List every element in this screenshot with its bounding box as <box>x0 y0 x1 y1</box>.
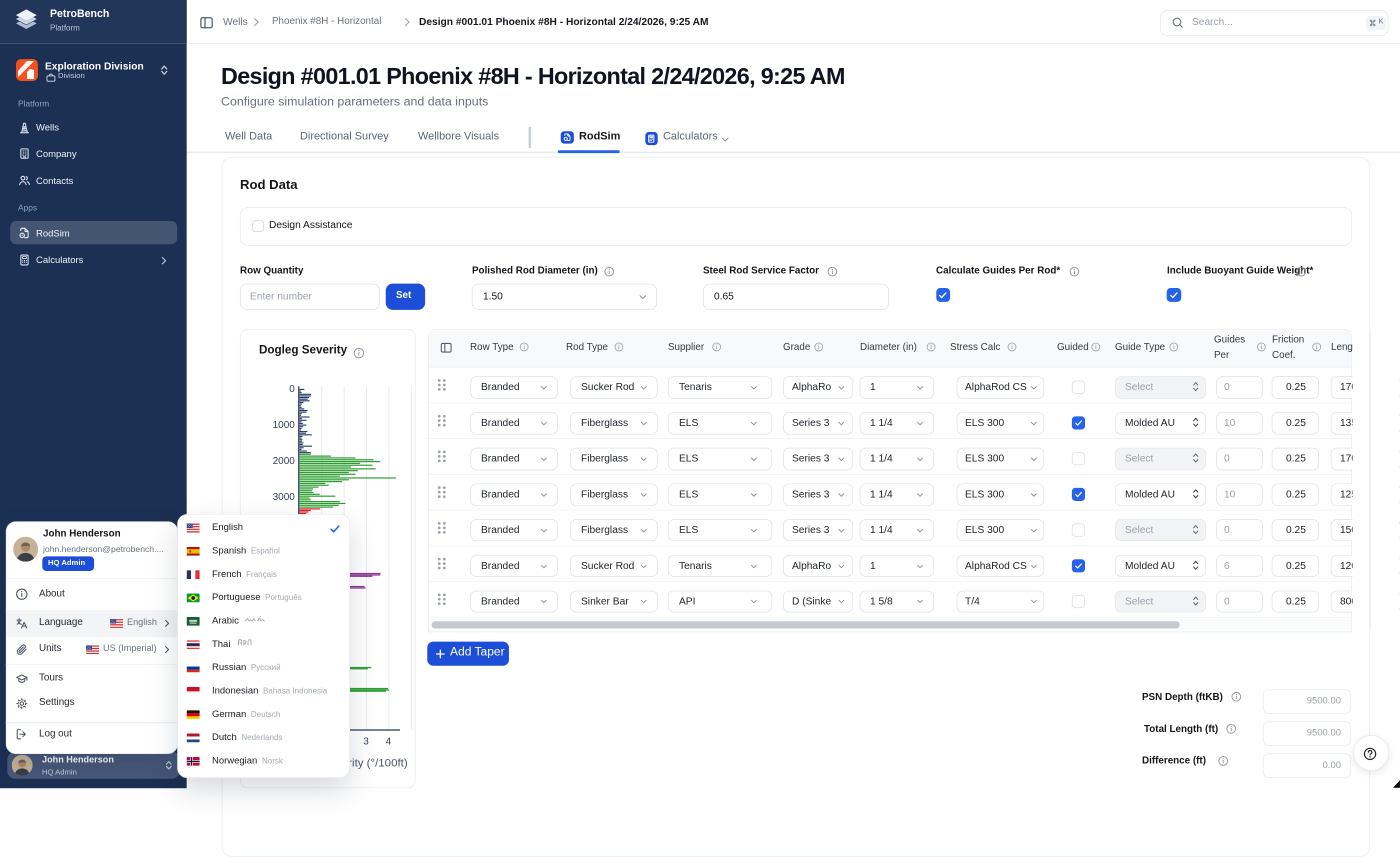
svg-text:2000: 2000 <box>272 456 295 467</box>
svg-text:1000: 1000 <box>272 420 295 431</box>
svg-text:3000: 3000 <box>272 492 295 503</box>
svg-text:3: 3 <box>363 736 369 747</box>
svg-text:Severity (°/100ft): Severity (°/100ft) <box>322 757 408 769</box>
svg-text:0: 0 <box>289 383 295 394</box>
svg-text:4: 4 <box>385 736 391 747</box>
